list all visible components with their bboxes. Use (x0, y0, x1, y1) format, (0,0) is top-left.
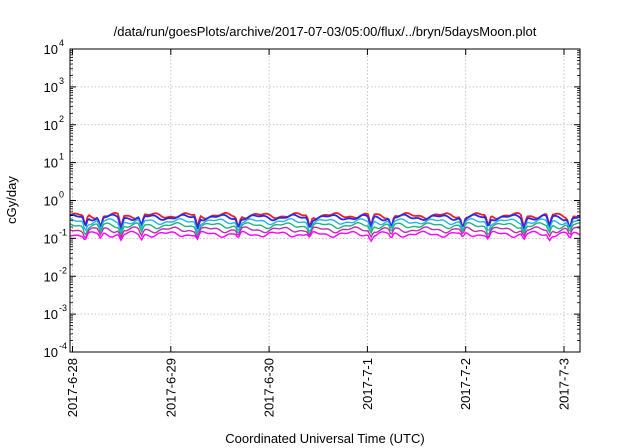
y-tick-label: 10 (44, 194, 58, 209)
x-tick-label: 2017-6-29 (163, 358, 178, 417)
y-tick-base: 10 (44, 194, 58, 209)
series-line (69, 226, 581, 241)
y-tick-label: 10 (44, 156, 58, 171)
y-tick-base: 10 (44, 345, 58, 360)
y-tick-label: 10 (44, 231, 58, 246)
y-tick-label: 10 (44, 80, 58, 95)
y-tick-base: 10 (44, 118, 58, 133)
chart-title: /data/run/goesPlots/archive/2017-07-03/0… (114, 24, 537, 39)
y-tick-label: 10 (44, 269, 58, 284)
y-tick-exponent: -4 (59, 341, 67, 351)
y-tick-exponent: -1 (59, 227, 67, 237)
y-tick-base: 10 (44, 42, 58, 57)
series-layer (69, 211, 581, 243)
series-line (69, 211, 581, 231)
x-tick-label: 2017-7-3 (557, 358, 572, 410)
y-axis-label: cGy/day (4, 176, 19, 224)
y-tick-label: 10 (44, 307, 58, 322)
series-line (70, 230, 581, 243)
y-tick-base: 10 (44, 156, 58, 171)
x-tick-label: 2017-7-2 (458, 358, 473, 410)
x-tick-label: 2017-6-30 (262, 358, 277, 417)
y-tick-base: 10 (44, 269, 58, 284)
y-tick-exponent: 4 (59, 38, 64, 48)
y-tick-exponent: 0 (59, 190, 64, 200)
y-tick-label: 10 (44, 42, 58, 57)
x-axis-label: Coordinated Universal Time (UTC) (225, 431, 424, 446)
y-tick-exponent: -2 (59, 265, 67, 275)
grid (70, 48, 580, 353)
y-tick-exponent: -3 (59, 303, 67, 313)
plot-frame (69, 48, 581, 353)
y-tick-base: 10 (44, 307, 58, 322)
y-tick-exponent: 2 (59, 114, 64, 124)
y-tick-exponent: 1 (59, 152, 64, 162)
x-tick-label: 2017-6-28 (65, 358, 80, 417)
y-tick-label: 10 (44, 345, 58, 360)
y-tick-base: 10 (44, 80, 58, 95)
series-line (69, 217, 581, 237)
y-tick-exponent: 3 (59, 76, 64, 86)
series-line (69, 213, 581, 232)
series-line (69, 221, 581, 240)
x-axis-ticks: 2017-6-28 2017-6-29 2017-6-30 2017-7-1 2017-… (65, 49, 572, 417)
y-tick-label: 10 (44, 118, 58, 133)
x-tick-label: 2017-7-1 (360, 358, 375, 410)
y-tick-base: 10 (44, 231, 58, 246)
